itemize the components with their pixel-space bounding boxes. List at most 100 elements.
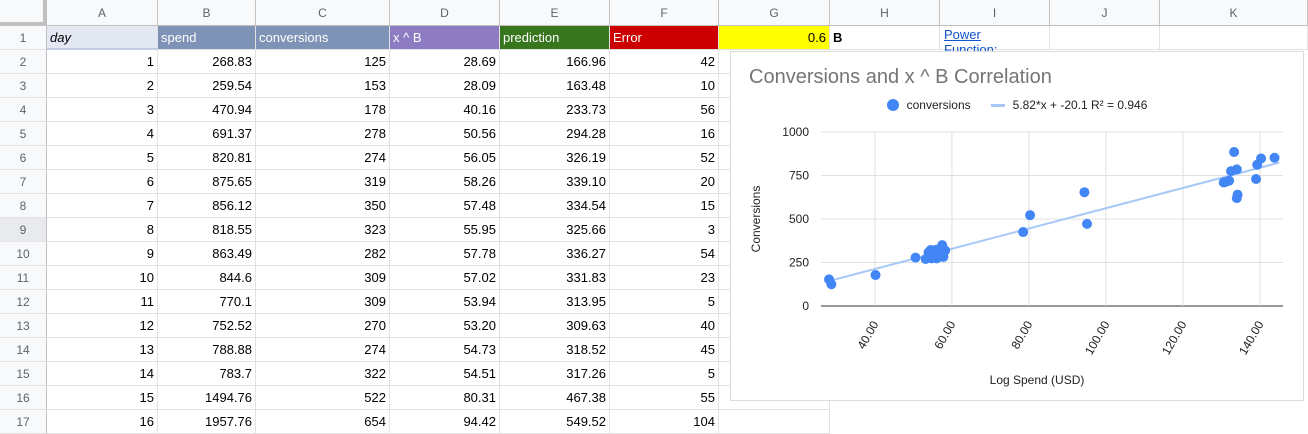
cell-d1-xb-header[interactable]: x ^ B [390,26,500,50]
column-header-h[interactable]: H [830,0,940,26]
table-cell-spend[interactable]: 691.37 [158,122,256,146]
column-header-f[interactable]: F [610,0,719,26]
table-cell-prediction[interactable]: 233.73 [500,98,610,122]
table-cell-prediction[interactable]: 166.96 [500,50,610,74]
table-cell-prediction[interactable]: 163.48 [500,74,610,98]
table-cell-xb[interactable]: 54.73 [390,338,500,362]
table-cell-prediction[interactable]: 467.38 [500,386,610,410]
table-cell-spend[interactable]: 856.12 [158,194,256,218]
table-cell-day[interactable]: 3 [47,98,158,122]
cell-f1-error-header[interactable]: Error [610,26,719,50]
scatter-chart[interactable]: Conversions and x ^ B Correlation conver… [730,51,1304,401]
table-cell-spend[interactable]: 268.83 [158,50,256,74]
table-cell-prediction[interactable]: 334.54 [500,194,610,218]
table-cell-error[interactable]: 40 [610,314,719,338]
table-cell-day[interactable]: 4 [47,122,158,146]
row-header-8[interactable]: 8 [0,194,47,218]
table-cell-spend[interactable]: 259.54 [158,74,256,98]
table-cell-conversions[interactable]: 322 [256,362,390,386]
row-header-7[interactable]: 7 [0,170,47,194]
table-cell-conversions[interactable]: 350 [256,194,390,218]
table-cell-prediction[interactable]: 309.63 [500,314,610,338]
table-cell-day[interactable]: 10 [47,266,158,290]
row-header-13[interactable]: 13 [0,314,47,338]
table-cell-error[interactable]: 55 [610,386,719,410]
table-cell-day[interactable]: 5 [47,146,158,170]
table-cell-spend[interactable]: 783.7 [158,362,256,386]
table-cell-xb[interactable]: 53.20 [390,314,500,338]
cell-h1-beta-label[interactable]: B [830,26,940,50]
table-cell-spend[interactable]: 1957.76 [158,410,256,434]
table-cell-xb[interactable]: 56.05 [390,146,500,170]
table-cell-prediction[interactable]: 326.19 [500,146,610,170]
table-cell-day[interactable]: 15 [47,386,158,410]
table-cell-day[interactable]: 6 [47,170,158,194]
table-cell-day[interactable]: 16 [47,410,158,434]
cell-e1-prediction-header[interactable]: prediction [500,26,610,50]
table-cell-day[interactable]: 12 [47,314,158,338]
row-header-11[interactable]: 11 [0,266,47,290]
table-cell-conversions[interactable]: 522 [256,386,390,410]
table-cell-prediction[interactable]: 325.66 [500,218,610,242]
table-cell-xb[interactable]: 28.69 [390,50,500,74]
table-cell-conversions[interactable]: 278 [256,122,390,146]
row-header-1[interactable]: 1 [0,26,47,50]
table-cell-error[interactable]: 20 [610,170,719,194]
table-cell-conversions[interactable]: 282 [256,242,390,266]
table-cell-prediction[interactable]: 331.83 [500,266,610,290]
table-cell-conversions[interactable]: 309 [256,290,390,314]
table-cell-day[interactable]: 14 [47,362,158,386]
cell-j1[interactable] [1050,26,1160,50]
table-cell-conversions[interactable]: 274 [256,338,390,362]
table-cell-conversions[interactable]: 323 [256,218,390,242]
cell-i1[interactable] [940,26,1050,50]
column-header-b[interactable]: B [158,0,256,26]
table-cell-prediction[interactable]: 313.95 [500,290,610,314]
table-cell-xb[interactable]: 57.78 [390,242,500,266]
table-cell-spend[interactable]: 1494.76 [158,386,256,410]
table-cell-day[interactable]: 13 [47,338,158,362]
column-header-e[interactable]: E [500,0,610,26]
table-cell-error[interactable]: 56 [610,98,719,122]
column-header-j[interactable]: J [1050,0,1160,26]
table-cell-xb[interactable]: 28.09 [390,74,500,98]
table-cell-day[interactable]: 8 [47,218,158,242]
table-cell-error[interactable]: 10 [610,74,719,98]
table-cell-spend[interactable]: 788.88 [158,338,256,362]
row-header-14[interactable]: 14 [0,338,47,362]
table-cell-spend[interactable]: 875.65 [158,170,256,194]
table-cell-day[interactable]: 2 [47,74,158,98]
table-cell-xb[interactable]: 55.95 [390,218,500,242]
table-cell-conversions[interactable]: 178 [256,98,390,122]
row-header-16[interactable]: 16 [0,386,47,410]
table-cell-prediction[interactable]: 549.52 [500,410,610,434]
table-cell-xb[interactable]: 50.56 [390,122,500,146]
table-cell-day[interactable]: 7 [47,194,158,218]
table-cell-prediction[interactable]: 318.52 [500,338,610,362]
table-cell-xb[interactable]: 94.42 [390,410,500,434]
table-cell-xb[interactable]: 80.31 [390,386,500,410]
cell-g1-beta-value[interactable]: 0.6 [719,26,830,50]
table-cell-xb[interactable]: 54.51 [390,362,500,386]
table-cell-prediction[interactable]: 317.26 [500,362,610,386]
column-header-a[interactable]: A [47,0,158,26]
row-header-3[interactable]: 3 [0,74,47,98]
row-header-4[interactable]: 4 [0,98,47,122]
table-cell-error[interactable]: 15 [610,194,719,218]
table-cell-error[interactable]: 5 [610,290,719,314]
table-cell-xb[interactable]: 58.26 [390,170,500,194]
table-cell-conversions[interactable]: 270 [256,314,390,338]
table-cell-conversions[interactable]: 274 [256,146,390,170]
table-cell-conversions[interactable]: 309 [256,266,390,290]
cell-k1[interactable] [1160,26,1308,50]
row-header-6[interactable]: 6 [0,146,47,170]
table-cell-prediction[interactable]: 339.10 [500,170,610,194]
table-cell-prediction[interactable]: 294.28 [500,122,610,146]
table-cell-error[interactable]: 23 [610,266,719,290]
row-header-15[interactable]: 15 [0,362,47,386]
select-all-corner[interactable] [0,0,47,26]
table-cell-spend[interactable]: 770.1 [158,290,256,314]
table-cell-xb[interactable]: 57.48 [390,194,500,218]
table-cell-spend[interactable]: 470.94 [158,98,256,122]
row-header-10[interactable]: 10 [0,242,47,266]
